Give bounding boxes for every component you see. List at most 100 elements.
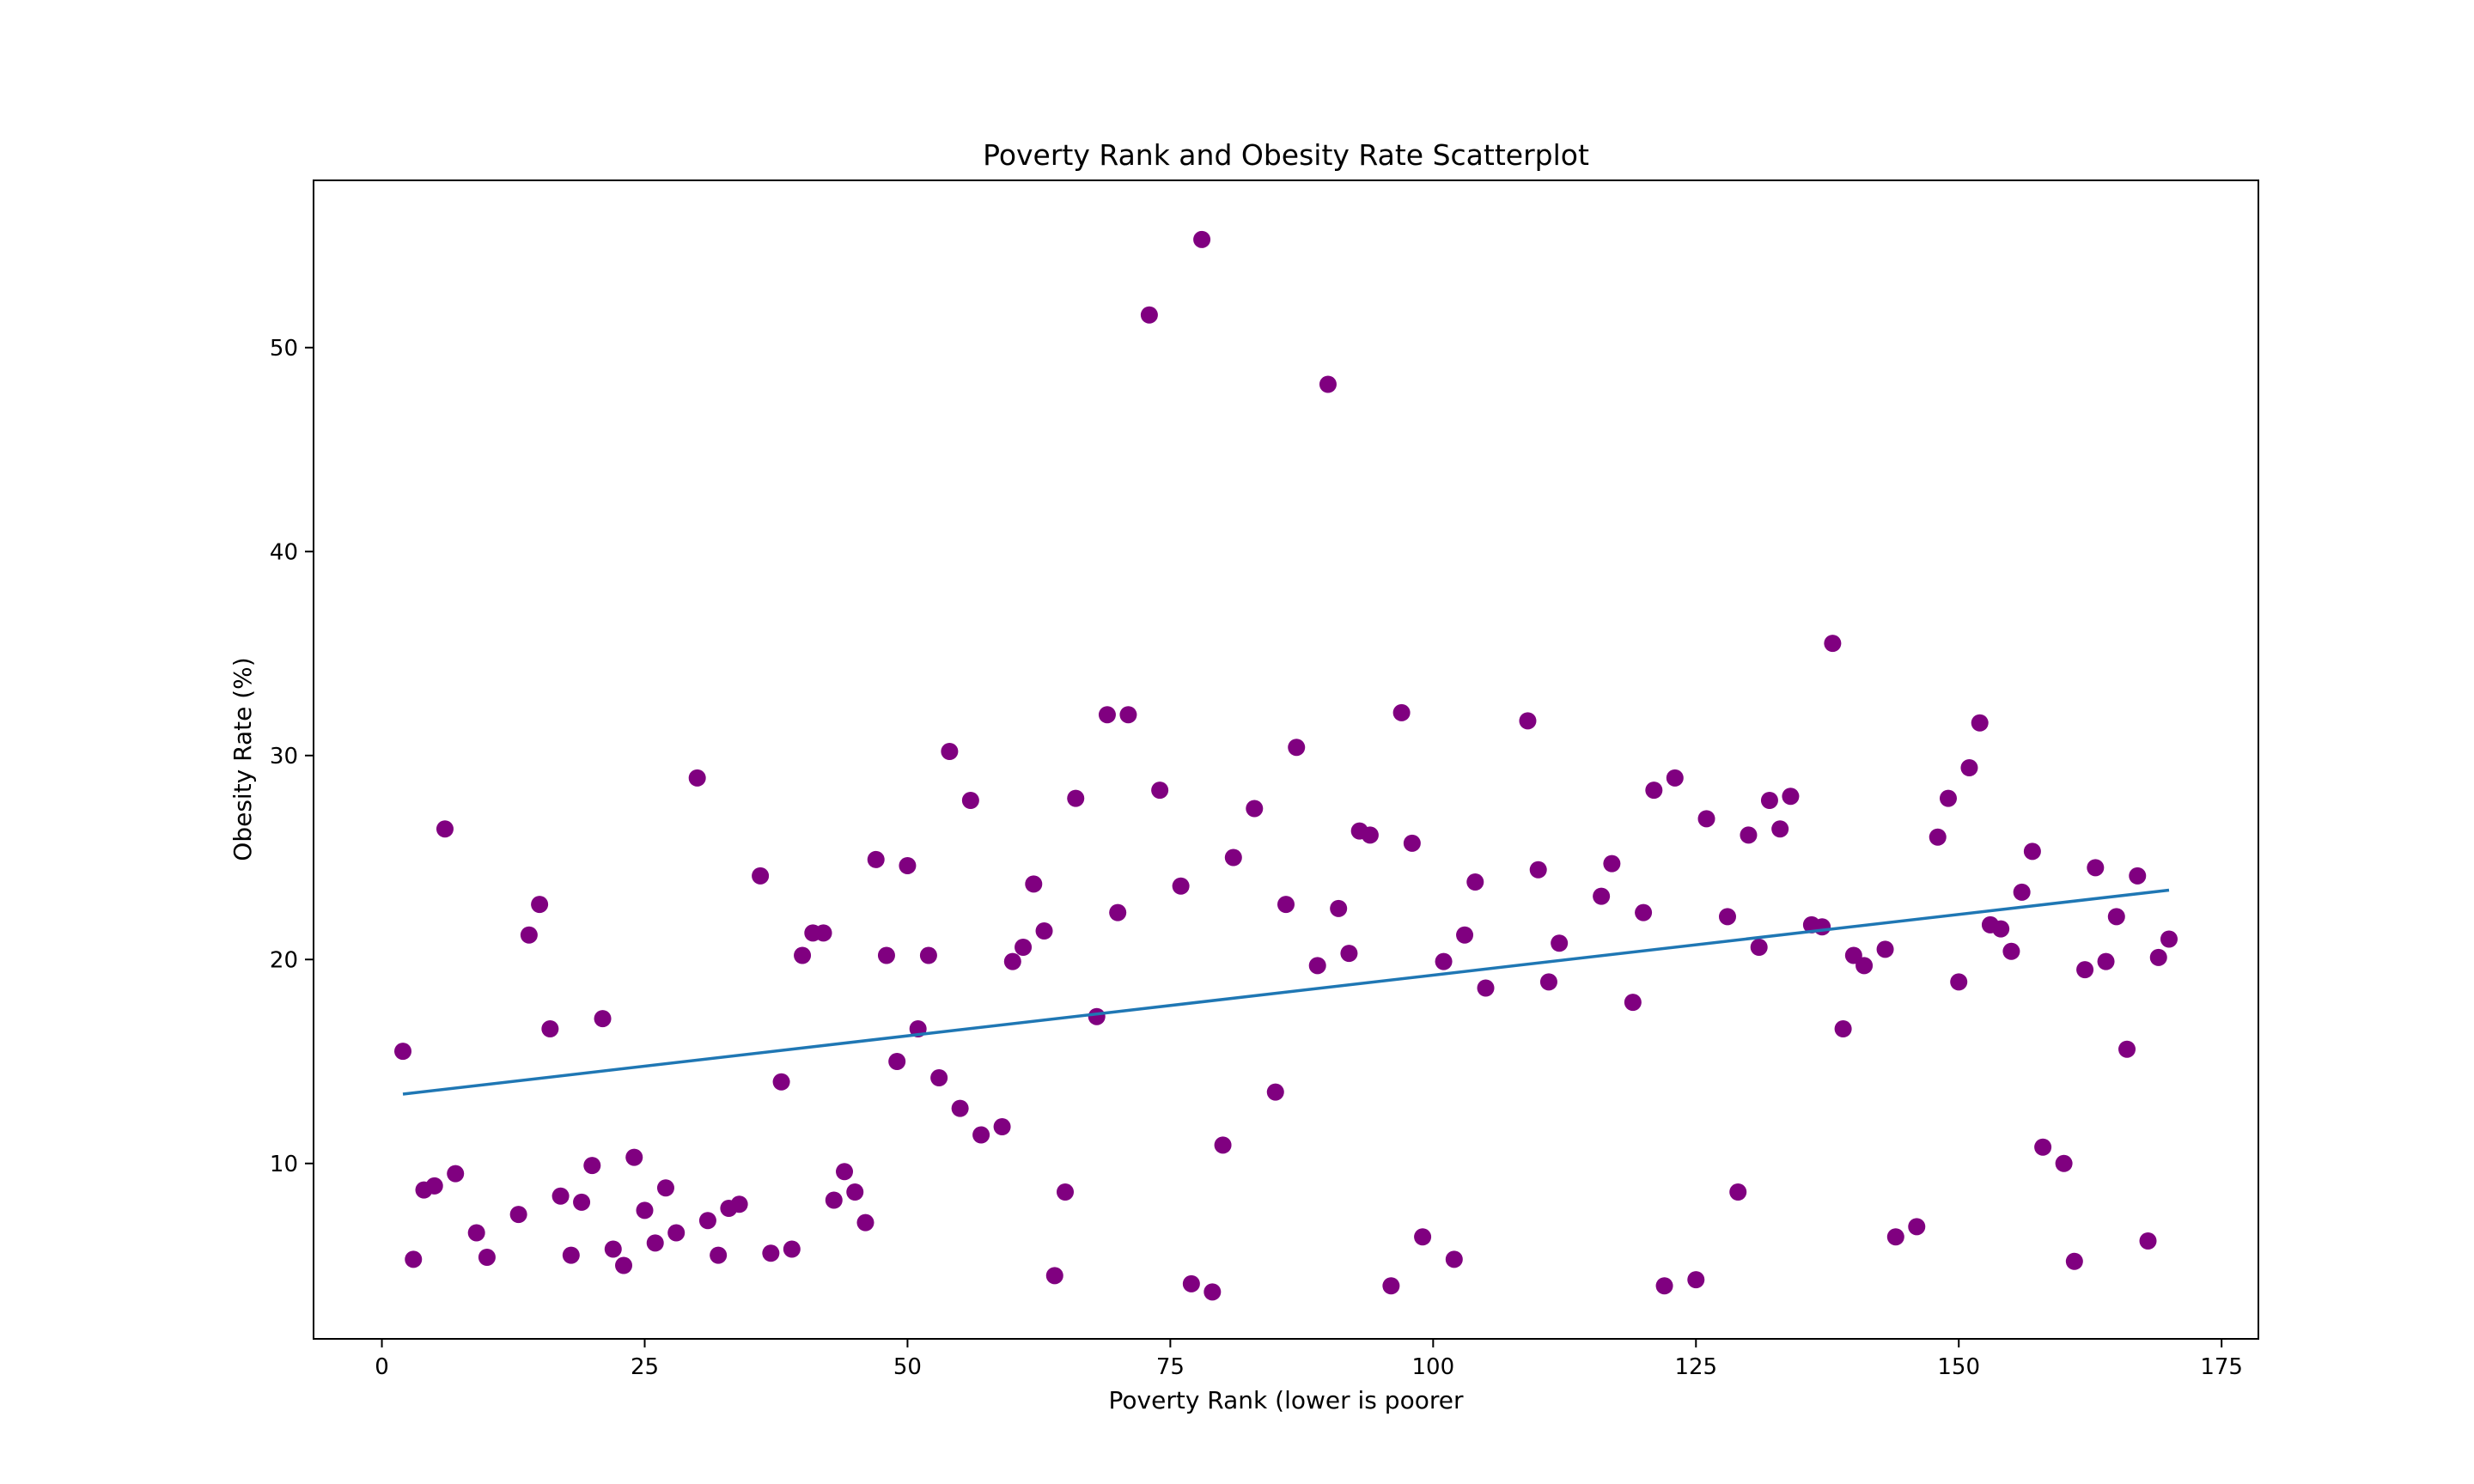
scatter-point: [899, 857, 917, 874]
scatter-point: [730, 1195, 748, 1213]
scatter-point: [1445, 1250, 1463, 1268]
scatter-point: [1224, 848, 1242, 867]
scatter-point: [1382, 1277, 1400, 1295]
scatter-point: [1340, 945, 1358, 963]
x-tick-label: 0: [375, 1354, 389, 1380]
scatter-point: [1750, 939, 1768, 956]
y-axis: 10 20 30 40 50: [270, 336, 314, 1177]
scatter-point: [888, 1053, 906, 1070]
y-tick-label: 50: [270, 336, 298, 362]
scatter-point: [688, 769, 706, 787]
scatter-point: [1403, 834, 1421, 852]
scatter-point: [2107, 908, 2125, 926]
scatter-point: [1140, 306, 1158, 324]
scatter-point: [2076, 961, 2094, 979]
scatter-point: [1182, 1274, 1200, 1292]
x-tick-label: 75: [1156, 1354, 1185, 1380]
scatter-point: [509, 1206, 527, 1224]
scatter-point: [1203, 1283, 1222, 1301]
scatter-point: [1045, 1267, 1063, 1285]
scatter-point: [814, 924, 832, 942]
scatter-point: [1119, 706, 1137, 724]
scatter-point: [394, 1043, 412, 1061]
scatter-point: [1025, 875, 1043, 893]
scatter-point: [1551, 934, 1569, 952]
scatter-point: [1319, 375, 1337, 393]
scatter-point: [1771, 820, 1789, 838]
x-tick-label: 125: [1674, 1354, 1717, 1380]
scatter-point: [1603, 855, 1621, 873]
scatter-point: [877, 946, 895, 964]
scatter-point: [961, 792, 979, 809]
scatter-point: [919, 946, 937, 964]
scatter-point: [1760, 792, 1778, 809]
scatter-points: [394, 230, 2178, 1301]
scatter-point: [1151, 782, 1169, 800]
trendline: [402, 888, 2170, 1096]
scatter-point: [604, 1240, 622, 1258]
scatter-point: [1960, 759, 1978, 776]
scatter-point: [1519, 712, 1537, 730]
scatter-point: [2034, 1138, 2052, 1156]
scatter-point: [551, 1187, 570, 1205]
scatter-point: [794, 946, 812, 964]
scatter-point: [1035, 922, 1053, 940]
scatter-point: [1666, 769, 1684, 787]
scatter-point: [1908, 1218, 1926, 1236]
x-tick-label: 25: [631, 1354, 659, 1380]
x-tick-label: 50: [893, 1354, 922, 1380]
scatter-point: [2118, 1040, 2136, 1058]
y-axis-label: Obesity Rate (%): [229, 657, 257, 861]
scatter-point: [1214, 1136, 1232, 1154]
scatter-point: [583, 1157, 601, 1175]
scatter-point: [1824, 635, 1842, 653]
scatter-point: [2087, 859, 2105, 877]
scatter-point: [1529, 861, 1547, 879]
scatter-point: [930, 1069, 948, 1086]
scatter-point: [1834, 1020, 1852, 1037]
scatter-point: [1593, 887, 1611, 905]
scatter-point: [1277, 896, 1295, 914]
x-tick-label: 100: [1412, 1354, 1455, 1380]
scatter-point: [2097, 952, 2115, 970]
y-tick-label: 20: [270, 947, 298, 973]
scatter-point: [698, 1212, 716, 1230]
scatter-point: [1992, 920, 2010, 938]
scatter-point: [1414, 1228, 1432, 1246]
scatter-point: [1057, 1183, 1075, 1201]
x-axis-label: Poverty Rank (lower is poorer: [1109, 1386, 1464, 1414]
x-tick-label: 175: [2200, 1354, 2243, 1380]
scatter-point: [1288, 739, 1306, 757]
scatter-point: [856, 1213, 874, 1232]
scatter-point: [1718, 908, 1736, 926]
scatter-point: [467, 1224, 485, 1242]
scatter-point: [972, 1126, 990, 1144]
scatter-point: [2013, 883, 2031, 901]
scatter-point: [1886, 1228, 1904, 1246]
y-tick-label: 30: [270, 744, 298, 769]
scatter-point: [594, 1010, 612, 1028]
scatter-point: [783, 1240, 801, 1258]
scatter-point: [1361, 826, 1379, 844]
trendline-group: [402, 888, 2170, 1096]
scatter-point: [2139, 1232, 2157, 1250]
scatter-point: [1266, 1083, 1284, 1101]
scatter-point: [2023, 842, 2041, 861]
x-axis: 0 25 50 75 100 125 150 175: [375, 1339, 2243, 1380]
scatter-point: [646, 1234, 664, 1252]
scatter-point: [531, 896, 549, 914]
scatter-point: [1929, 828, 1947, 846]
scatter-point: [573, 1193, 591, 1211]
scatter-point: [941, 743, 959, 760]
scatter-point: [1971, 714, 1989, 732]
scatter-point: [1645, 782, 1663, 800]
scatter-point: [1876, 940, 1894, 958]
scatter-point: [710, 1246, 728, 1264]
scatter-point: [2129, 867, 2147, 885]
scatter-point: [1308, 957, 1326, 975]
scatter-point: [1697, 810, 1715, 828]
scatter-point: [1539, 973, 1557, 991]
scatter-point: [1687, 1271, 1705, 1289]
y-tick-label: 10: [270, 1152, 298, 1177]
scatter-point: [667, 1224, 686, 1242]
